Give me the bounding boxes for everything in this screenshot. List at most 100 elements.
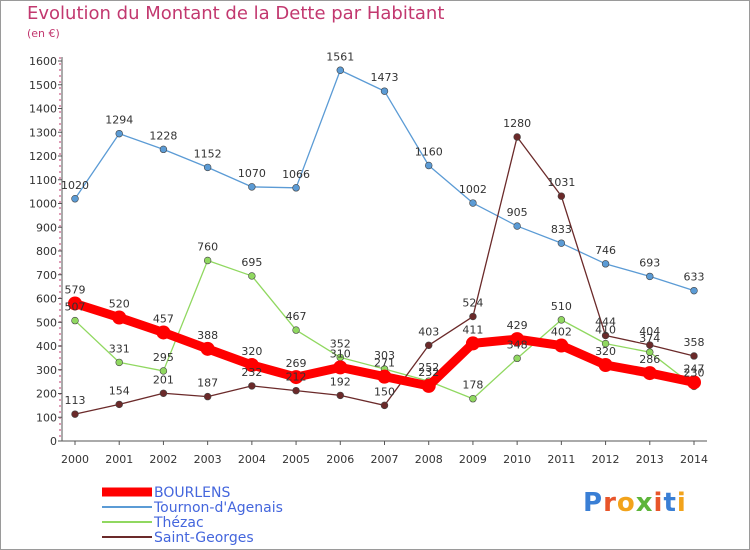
data-label-bourlens: 402 <box>551 326 572 339</box>
point-tournon-d-agenais <box>71 195 79 203</box>
data-label-bourlens: 269 <box>286 357 307 370</box>
data-label-thezac: 230 <box>684 366 705 379</box>
point-bourlens <box>642 366 657 381</box>
data-label-thezac: 331 <box>109 342 130 355</box>
point-saint-georges <box>425 341 433 349</box>
series-bourlens <box>68 296 701 393</box>
x-tick-label: 2012 <box>592 453 620 466</box>
data-label-thezac: 510 <box>551 300 572 313</box>
point-tournon-d-agenais <box>159 145 168 154</box>
point-bourlens <box>68 296 82 311</box>
data-label-bourlens: 457 <box>153 312 174 325</box>
point-saint-georges <box>469 312 477 321</box>
data-label-tournon-d-agenais: 833 <box>551 223 572 236</box>
data-label-bourlens: 579 <box>65 283 86 296</box>
point-bourlens <box>554 338 569 353</box>
logo-letter: P <box>583 488 604 518</box>
x-tick-label: 2000 <box>61 453 89 466</box>
series-tournon-d-agenais <box>71 66 698 295</box>
data-label-bourlens: 388 <box>197 329 218 342</box>
y-tick-label: 500 <box>36 316 57 329</box>
point-tournon-d-agenais <box>469 199 477 207</box>
data-label-thezac: 507 <box>65 301 86 314</box>
y-tick-label: 600 <box>36 293 57 306</box>
y-tick-label: 1200 <box>29 150 57 163</box>
logo-letter: t <box>663 488 677 518</box>
y-tick-label: 1100 <box>29 174 57 187</box>
series-saint-georges <box>71 133 698 418</box>
data-label-tournon-d-agenais: 1066 <box>282 168 310 181</box>
data-label-tournon-d-agenais: 1020 <box>61 179 89 192</box>
data-label-saint-georges: 358 <box>684 336 705 349</box>
data-label-bourlens: 411 <box>462 323 483 336</box>
point-saint-georges <box>380 401 389 410</box>
point-saint-georges <box>646 341 654 349</box>
data-label-saint-georges: 201 <box>153 373 174 386</box>
legend-label-tournon-d-agenais: Tournon-d'Agenais <box>153 500 283 516</box>
point-tournon-d-agenais <box>115 129 123 138</box>
point-thezac <box>513 354 521 363</box>
x-tick-label: 2014 <box>680 453 708 466</box>
x-tick-label: 2006 <box>326 453 354 466</box>
point-tournon-d-agenais <box>203 163 212 172</box>
y-tick-label: 1600 <box>29 55 57 68</box>
data-label-thezac: 352 <box>330 337 351 350</box>
data-label-saint-georges: 1280 <box>503 117 531 130</box>
logo-letter: x <box>635 488 654 518</box>
x-tick-label: 2011 <box>547 453 575 466</box>
point-thezac <box>71 316 79 325</box>
axes: 0 100 200 300 400 500 600 700 800 900 1000 1100 1200… <box>29 55 708 466</box>
point-thezac <box>646 348 654 356</box>
data-label-tournon-d-agenais: 1160 <box>415 146 443 159</box>
point-bourlens <box>687 375 701 390</box>
y-tick-label: 100 <box>36 411 57 424</box>
x-tick-label: 2013 <box>636 453 664 466</box>
point-tournon-d-agenais <box>513 222 521 230</box>
point-thezac <box>203 256 212 265</box>
chart-title: Evolution du Montant de la Dette par Hab… <box>27 3 445 24</box>
data-label-thezac: 410 <box>595 324 616 337</box>
data-label-tournon-d-agenais: 746 <box>595 244 616 257</box>
data-label-tournon-d-agenais: 1070 <box>238 167 266 180</box>
data-label-thezac: 467 <box>286 310 307 323</box>
point-bourlens <box>244 358 259 372</box>
point-bourlens <box>156 325 171 340</box>
point-thezac <box>292 326 300 334</box>
data-labels: 1020 1294 1228 1152 1070 1066 1561 1473 1160 1002… <box>61 50 705 407</box>
point-bourlens <box>377 369 392 384</box>
data-label-tournon-d-agenais: 905 <box>507 206 528 219</box>
data-label-saint-georges: 192 <box>330 375 351 388</box>
data-label-saint-georges: 404 <box>639 325 660 338</box>
data-label-saint-georges: 524 <box>462 297 483 310</box>
y-tick-label: 800 <box>36 245 57 258</box>
point-saint-georges <box>292 386 300 395</box>
point-bourlens <box>200 341 215 356</box>
legend-label-saint-georges: Saint-Georges <box>154 530 254 546</box>
point-saint-georges <box>336 391 344 400</box>
point-tournon-d-agenais <box>601 260 610 268</box>
point-bourlens <box>465 336 480 351</box>
data-label-saint-georges: 212 <box>286 371 307 384</box>
chart-subtitle: (en €) <box>27 27 60 40</box>
logo-letter: i <box>676 488 687 518</box>
point-tournon-d-agenais <box>425 161 433 170</box>
data-label-saint-georges: 154 <box>109 384 130 397</box>
y-tick-label: 300 <box>36 364 57 377</box>
x-tick-label: 2010 <box>503 453 531 466</box>
x-tick-label: 2004 <box>238 453 266 466</box>
point-tournon-d-agenais <box>336 66 344 74</box>
y-tick-label: 1400 <box>29 103 57 116</box>
data-label-saint-georges: 113 <box>65 394 86 407</box>
data-label-saint-georges: 444 <box>595 316 616 329</box>
x-tick-label: 2001 <box>105 453 133 466</box>
data-label-saint-georges: 232 <box>241 366 262 379</box>
point-tournon-d-agenais <box>380 87 389 95</box>
point-tournon-d-agenais <box>248 183 256 191</box>
x-tick-label: 2008 <box>415 453 443 466</box>
logo-letter: o <box>616 488 636 518</box>
data-label-thezac: 760 <box>197 241 218 254</box>
point-thezac <box>557 316 566 324</box>
legend-label-bourlens: BOURLENS <box>154 485 230 501</box>
